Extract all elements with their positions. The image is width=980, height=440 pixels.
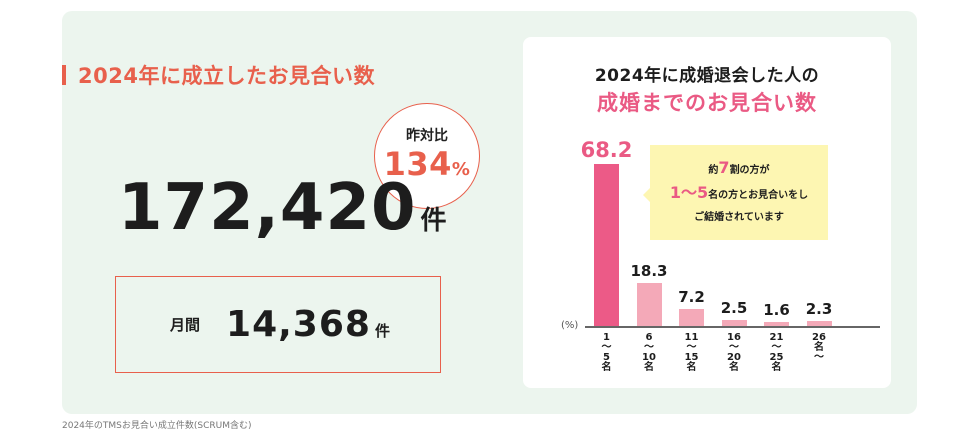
- callout-line1: 約7割の方が: [708, 157, 770, 177]
- bar-value-label: 7.2: [678, 287, 705, 306]
- bar-value-label: 2.3: [805, 299, 833, 318]
- chart-bar: [764, 322, 789, 326]
- yoy-badge: 昨対比 134%: [374, 103, 480, 209]
- bar-value-label: 2.5: [720, 299, 748, 318]
- chart-bar: [721, 320, 747, 326]
- x-tick-label: 1 〜 5 名: [601, 332, 612, 373]
- title-accent-bar: [62, 65, 66, 85]
- y-unit-label: (%): [561, 320, 579, 331]
- callout-line2: 1〜5名の方とお見合いをし: [669, 182, 809, 202]
- monthly-label: 月間: [170, 316, 201, 334]
- callout-line3: ご結婚されています: [694, 211, 784, 223]
- monthly-count-box: 月間 14,368 件: [115, 276, 441, 373]
- x-tick-label: 26 名 〜: [812, 332, 826, 363]
- chart-bar: [636, 282, 662, 326]
- chart-title-line1: 2024年に成婚退会した人の: [594, 66, 820, 86]
- yoy-percent: %: [451, 159, 471, 180]
- bar-value-label: 68.2: [580, 138, 633, 163]
- annotation-callout: 約7割の方が 1〜5名の方とお見合いをし ご結婚されています: [643, 145, 828, 240]
- section-title-text: 2024年に成立したお見合い数: [78, 64, 375, 88]
- total-number: 172,420: [118, 171, 417, 245]
- yoy-label: 昨対比: [406, 128, 448, 144]
- x-axis-line: [585, 326, 880, 328]
- chart-card: 2024年に成婚退会した人の 成婚までのお見合い数 (%) 約7割の方が 1〜5…: [523, 37, 891, 388]
- x-tick-label: 6 〜 10 名: [642, 332, 656, 373]
- bar-value-label: 18.3: [630, 261, 668, 280]
- chart-bar: [679, 308, 704, 326]
- monthly-unit: 件: [374, 322, 390, 340]
- yoy-number: 134: [383, 145, 452, 183]
- x-tick-label: 11 〜 15 名: [684, 332, 699, 373]
- yoy-value: 134%: [384, 147, 471, 187]
- x-tick-label: 21 〜 25 名: [769, 332, 784, 373]
- monthly-number: 14,368: [226, 304, 371, 345]
- bar-value-label: 1.6: [763, 301, 790, 320]
- chart-title-line2: 成婚までのお見合い数: [597, 91, 817, 115]
- chart-bar: [594, 164, 619, 326]
- footnote: 2024年のTMSお見合い成立件数(SCRUM含む): [62, 421, 252, 431]
- bar-chart: (%) 約7割の方が 1〜5名の方とお見合いをし ご結婚されています 68.2 1…: [523, 37, 891, 388]
- section-title: 2024年に成立したお見合い数: [62, 60, 375, 90]
- x-tick-label: 16 〜 20 名: [727, 332, 741, 373]
- total-unit: 件: [420, 206, 447, 236]
- chart-bar: [806, 320, 832, 326]
- total-count: 172,420 件: [118, 172, 447, 244]
